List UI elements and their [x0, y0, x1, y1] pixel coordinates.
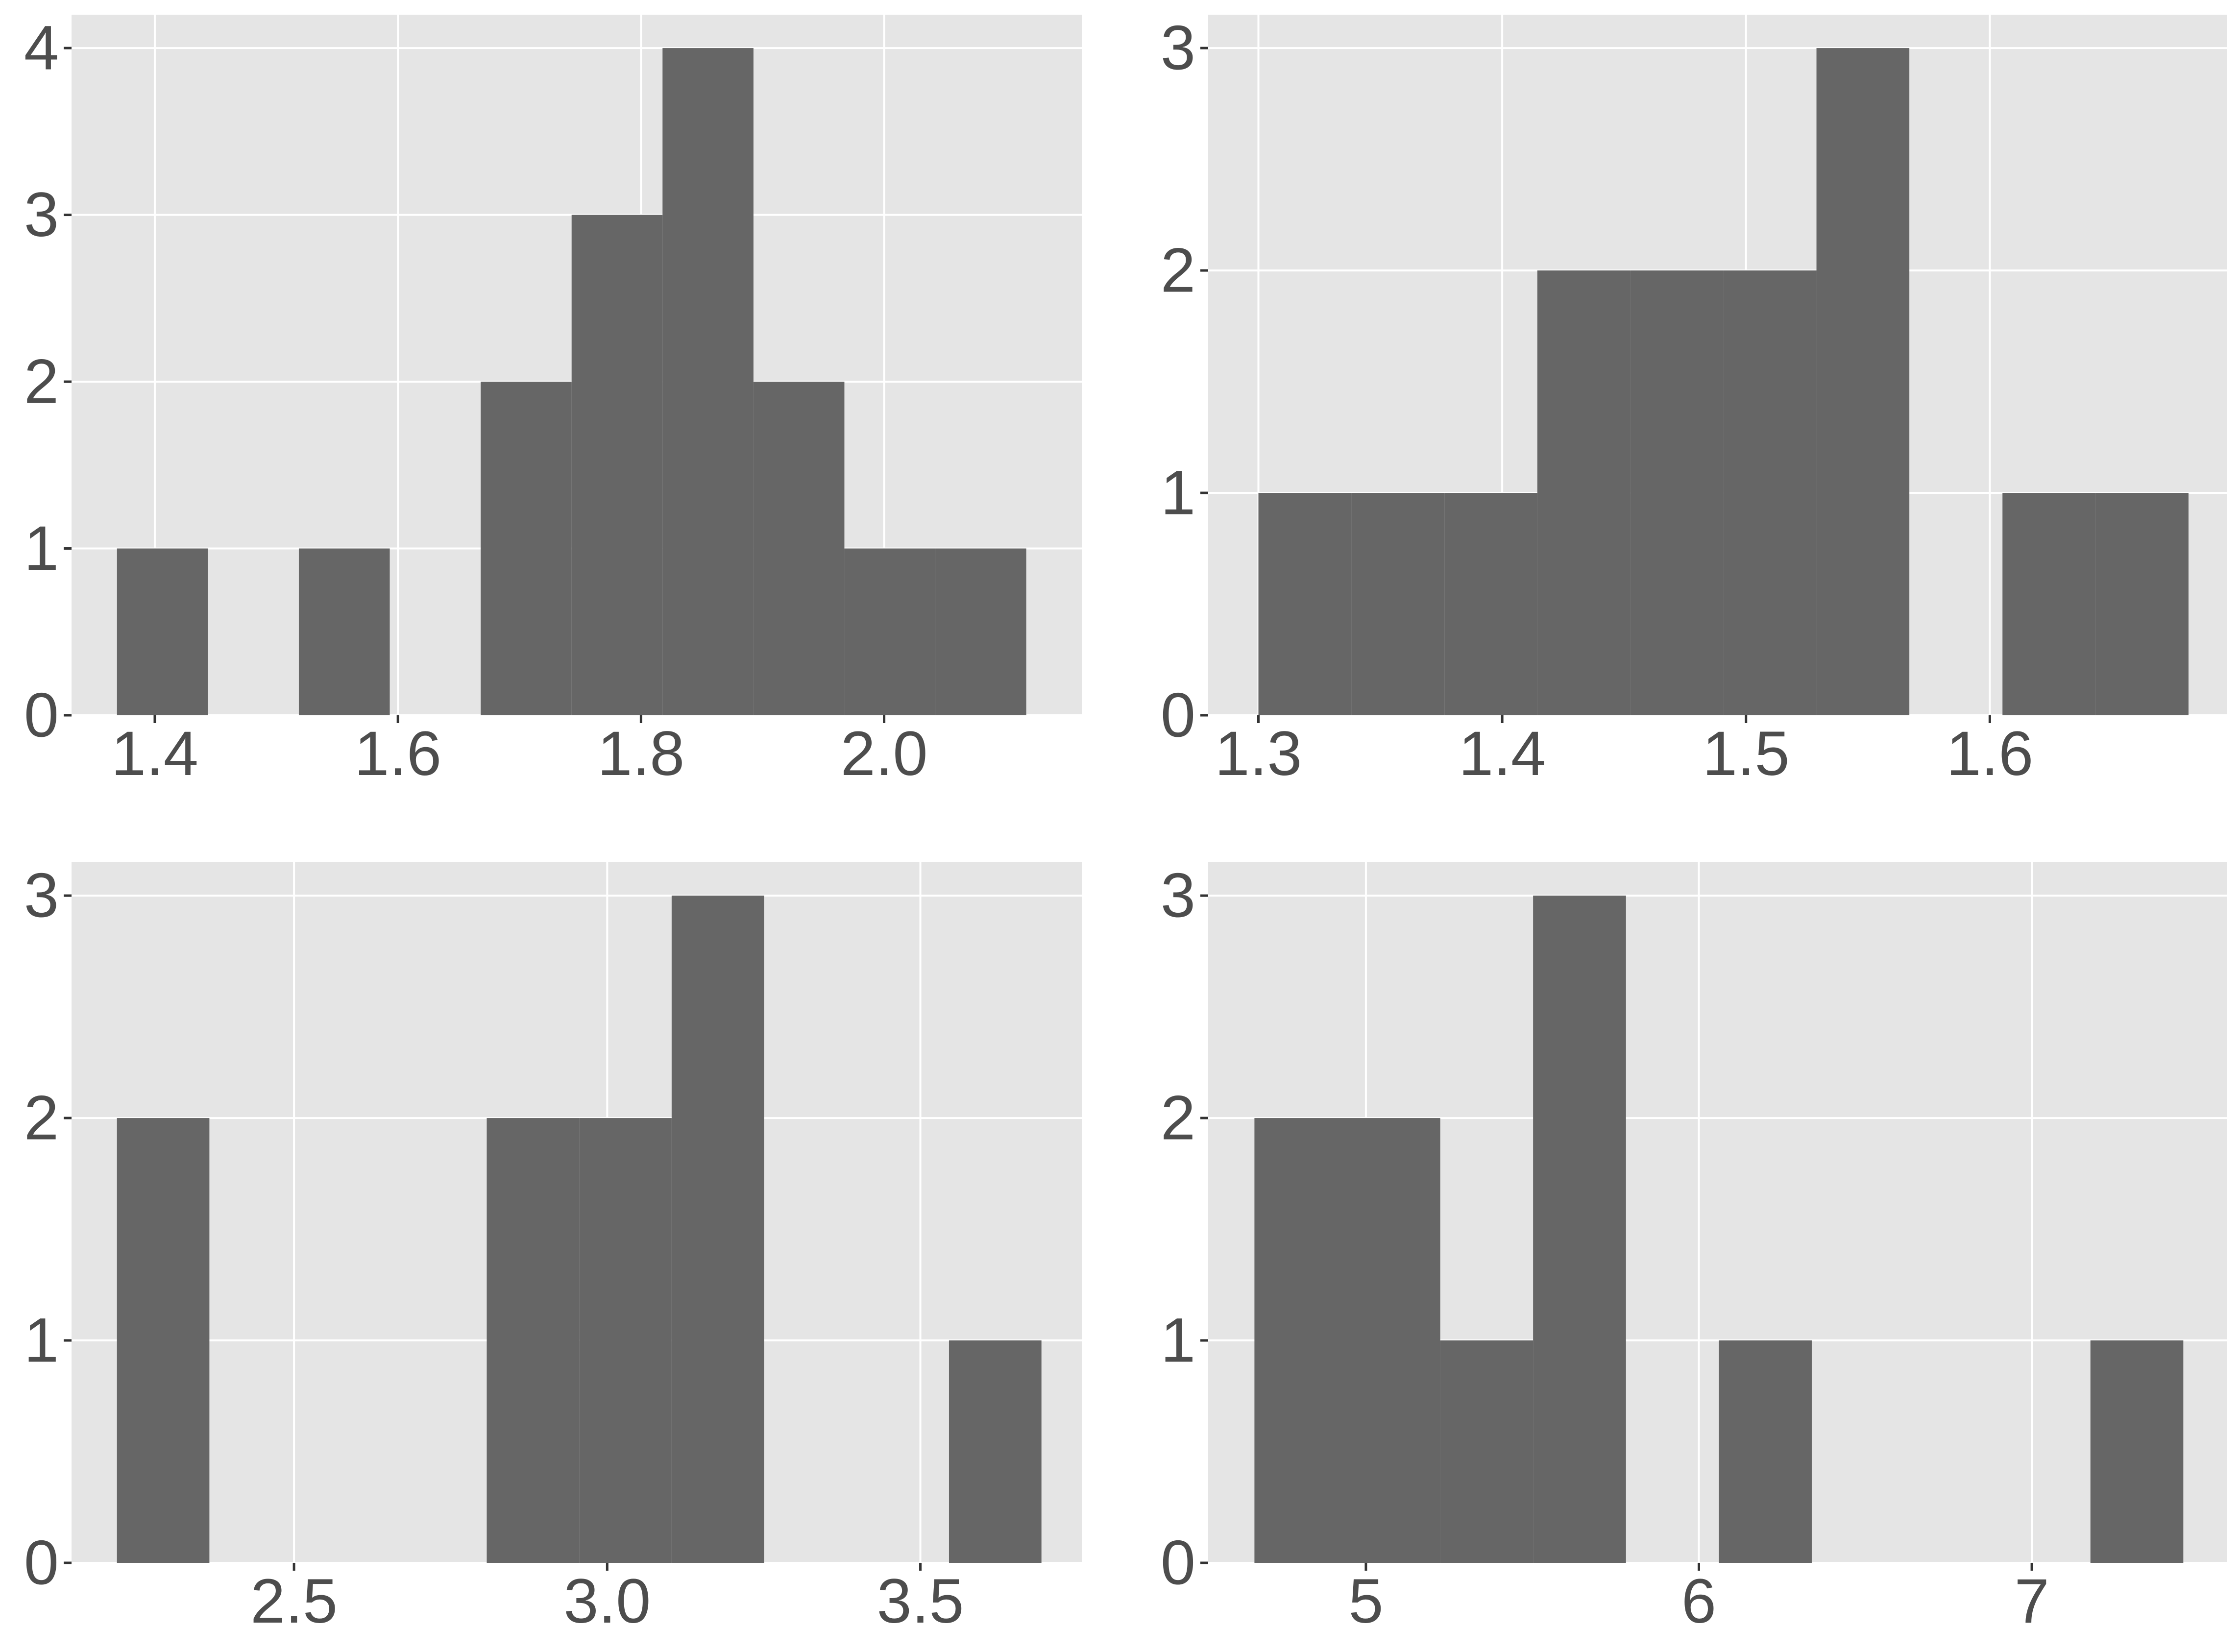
- y-tick-label: 1: [1161, 458, 1195, 528]
- y-tick-label: 3: [24, 861, 59, 931]
- x-tick-label: 1.6: [354, 719, 441, 789]
- histogram-bar: [2095, 493, 2189, 715]
- x-tick-label: 6: [1681, 1566, 1716, 1636]
- histogram-bar: [1347, 1118, 1440, 1563]
- x-tick-label: 3.5: [877, 1566, 964, 1636]
- histogram-panel-4: 0 1 2 3 5 6 7: [1161, 861, 2227, 1636]
- y-tick-label: 2: [24, 347, 59, 417]
- histogram-bar: [1533, 896, 1626, 1563]
- histogram-bar: [1630, 270, 1724, 715]
- y-tick-label: 2: [1161, 1083, 1195, 1153]
- histogram-panel-1: 0 1 2 3 4 1.4 1.6 1.8 2.0: [24, 13, 1082, 789]
- x-tick-label: 1.4: [111, 719, 198, 789]
- histogram-bar: [1719, 1340, 1812, 1563]
- histogram-bar: [671, 896, 764, 1563]
- histogram-bar: [1254, 1118, 1347, 1563]
- x-tick-label: 5: [1348, 1566, 1383, 1636]
- histogram-bar: [844, 548, 936, 715]
- histogram-bar: [1351, 493, 1445, 715]
- histogram-bar: [579, 1118, 672, 1563]
- histogram-panel-3: 0 1 2 3 2.5 3.0 3.5: [24, 861, 1082, 1636]
- histogram-bar: [1440, 1340, 1534, 1563]
- x-tick-label: 1.3: [1215, 719, 1302, 789]
- histogram-bar: [487, 1118, 580, 1563]
- y-tick-label: 0: [24, 680, 59, 751]
- y-tick-label: 2: [1161, 236, 1195, 306]
- histogram-bar: [2090, 1340, 2184, 1563]
- y-tick-label: 0: [1161, 1528, 1195, 1598]
- histogram-bar: [571, 215, 663, 716]
- x-tick-label: 1.5: [1703, 719, 1790, 789]
- x-tick-label: 2.0: [841, 719, 928, 789]
- histogram-bar: [298, 548, 390, 715]
- histogram-bar: [1258, 493, 1352, 715]
- x-tick-label: 1.4: [1459, 719, 1546, 789]
- histogram-bar: [949, 1340, 1042, 1563]
- x-tick-label: 3.0: [563, 1566, 651, 1636]
- histogram-bar: [481, 382, 572, 715]
- y-tick-label: 0: [24, 1528, 59, 1598]
- x-tick-label: 1.6: [1946, 719, 2033, 789]
- histogram-panel-2: 0 1 2 3 1.3 1.4 1.5 1.6: [1161, 13, 2227, 789]
- y-tick-label: 0: [1161, 680, 1195, 751]
- y-tick-label: 3: [1161, 861, 1195, 931]
- histogram-bar: [662, 48, 754, 716]
- x-tick-label: 2.5: [250, 1566, 338, 1636]
- histogram-bar: [1537, 270, 1631, 715]
- histogram-bar: [1816, 48, 1910, 716]
- histogram-bar: [935, 548, 1026, 715]
- histogram-bar: [117, 548, 208, 715]
- histogram-bar: [1444, 493, 1537, 715]
- x-tick-label: 1.8: [597, 719, 684, 789]
- y-tick-label: 3: [24, 180, 59, 250]
- y-tick-label: 4: [24, 13, 59, 83]
- y-tick-label: 1: [1161, 1306, 1195, 1376]
- x-tick-label: 7: [2014, 1566, 2049, 1636]
- histogram-bar: [1723, 270, 1817, 715]
- y-tick-label: 3: [1161, 13, 1195, 83]
- y-tick-label: 1: [24, 513, 59, 583]
- histogram-bar: [117, 1118, 210, 1563]
- histogram-bar: [2002, 493, 2095, 715]
- y-tick-label: 1: [24, 1306, 59, 1376]
- histogram-bar: [753, 382, 845, 715]
- y-tick-label: 2: [24, 1083, 59, 1153]
